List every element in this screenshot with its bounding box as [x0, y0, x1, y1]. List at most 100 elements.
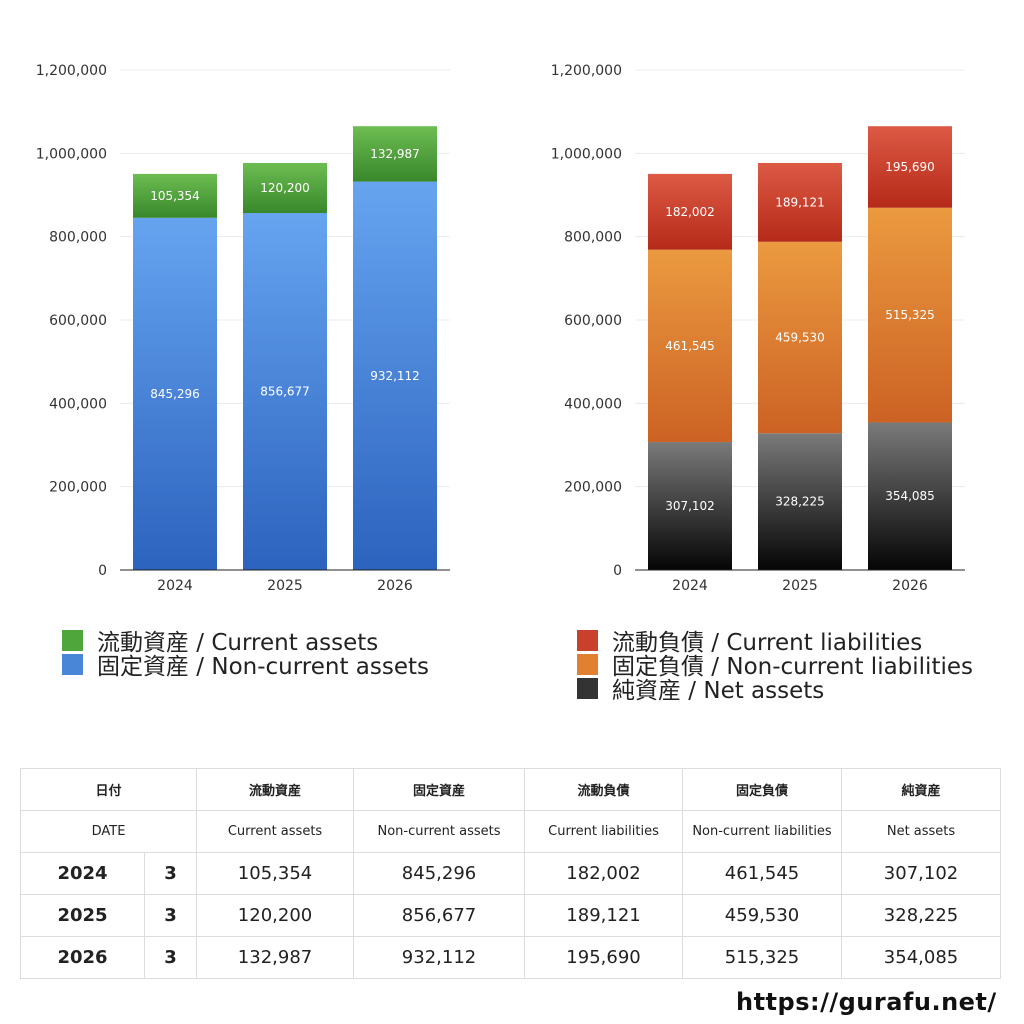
table-header-cell: Non-current assets: [353, 810, 526, 853]
table-year: 2025: [20, 894, 145, 937]
table-header-cell: Current assets: [196, 810, 355, 853]
legend-item-non-current-assets: 固定資産 / Non-current assets: [62, 652, 429, 680]
bar-value-label: 195,690: [885, 160, 935, 174]
legend-swatch: [62, 629, 83, 651]
bar-value-label: 189,121: [775, 195, 825, 209]
table-header-en: DATE Current assets Non-current assets C…: [19, 810, 1002, 853]
assets-legend: 流動資産 / Current assets 固定資産 / Non-current…: [62, 628, 429, 680]
table-year: 2024: [20, 852, 145, 895]
table-header-cell: Current liabilities: [524, 810, 684, 853]
bar-segment: [758, 241, 842, 434]
table-cell: 354,085: [841, 936, 1002, 979]
x-tick-label: 2026: [892, 578, 928, 594]
legend-item-current-liabilities: 流動負債 / Current liabilities: [577, 628, 973, 656]
table-row: 2026 3 132,987 932,112 195,690 515,325 3…: [20, 936, 1002, 979]
legend-label: 純資産 / Net assets: [612, 678, 825, 704]
bar-value-label: 132,987: [370, 147, 420, 161]
bar-segment: [648, 173, 732, 250]
assets-chart: 0 200,000 400,000 600,000 800,000 1,000,000 1,…: [0, 50, 500, 610]
bar-value-label: 856,677: [260, 385, 310, 399]
bar-segment: [868, 207, 952, 423]
table-cell: 307,102: [841, 852, 1002, 895]
y-tick-label: 200,000: [49, 480, 107, 496]
site-url: https://gurafu.net/: [736, 988, 997, 1016]
liabilities-chart: 0 200,000 400,000 600,000 800,000 1,000,000 1,…: [515, 50, 1015, 610]
bar-segment: [758, 162, 842, 242]
bar-segment: [868, 422, 952, 570]
y-tick-label: 1,200,000: [551, 63, 622, 79]
bar-segment: [243, 213, 327, 570]
bar-value-label: 515,325: [885, 308, 935, 322]
bar-segment: [133, 173, 217, 218]
bar-value-label: 845,296: [150, 387, 200, 401]
liabilities-legend: 流動負債 / Current liabilities 固定負債 / Non-cu…: [577, 628, 973, 704]
bar-segment: [868, 126, 952, 208]
data-table: 日付 流動資産 固定資産 流動負債 固定負債 純資産 DATE Current …: [19, 768, 1002, 979]
table-header-cell: 固定負債: [682, 768, 843, 811]
table-cell: 195,690: [524, 936, 684, 979]
bar-segment: [648, 249, 732, 443]
table-cell: 845,296: [353, 852, 526, 895]
bar-value-label: 120,200: [260, 181, 310, 195]
x-tick-label: 2024: [672, 578, 708, 594]
table-cell: 189,121: [524, 894, 684, 937]
bar-value-label: 182,002: [665, 205, 715, 219]
y-tick-label: 1,000,000: [36, 146, 107, 162]
table-row: 2025 3 120,200 856,677 189,121 459,530 3…: [20, 894, 1002, 937]
legend-swatch: [577, 653, 598, 675]
table-cell: 105,354: [196, 852, 355, 895]
bar-segment: [133, 217, 217, 570]
table-month: 3: [143, 894, 198, 937]
table-header-date-jp: 日付: [19, 768, 198, 811]
table-month: 3: [143, 852, 198, 895]
table-cell: 328,225: [841, 894, 1002, 937]
y-tick-label: 0: [98, 563, 107, 579]
bar-segment: [648, 442, 732, 570]
bar-segment: [353, 126, 437, 182]
legend-item-non-current-liabilities: 固定負債 / Non-current liabilities: [577, 652, 973, 680]
legend-label: 流動負債 / Current liabilities: [612, 630, 923, 656]
table-cell: 856,677: [353, 894, 526, 937]
assets-chart-svg: 0 200,000 400,000 600,000 800,000 1,000,000 1,…: [36, 63, 450, 594]
legend-label: 固定資産 / Non-current assets: [97, 654, 430, 680]
bar-value-label: 459,530: [775, 331, 825, 345]
x-tick-label: 2026: [377, 578, 413, 594]
table-header-cell: Net assets: [841, 810, 1002, 853]
table-row: 2024 3 105,354 845,296 182,002 461,545 3…: [20, 852, 1002, 895]
table-cell: 132,987: [196, 936, 355, 979]
y-tick-label: 1,200,000: [36, 63, 107, 79]
legend-item-current-assets: 流動資産 / Current assets: [62, 628, 429, 656]
table-cell: 182,002: [524, 852, 684, 895]
legend-swatch: [577, 629, 598, 651]
bar-value-label: 461,545: [665, 339, 715, 353]
y-tick-label: 600,000: [564, 313, 622, 329]
table-cell: 120,200: [196, 894, 355, 937]
table-cell: 932,112: [353, 936, 526, 979]
bar-value-label: 307,102: [665, 499, 715, 513]
table-cell: 515,325: [682, 936, 843, 979]
y-tick-label: 400,000: [564, 396, 622, 412]
legend-label: 固定負債 / Non-current liabilities: [612, 654, 973, 680]
table-header-cell: 固定資産: [353, 768, 526, 811]
bar-segment: [758, 433, 842, 570]
bar-value-label: 328,225: [775, 495, 825, 509]
legend-swatch: [577, 677, 598, 699]
table-header-date-en: DATE: [19, 810, 198, 853]
y-tick-label: 400,000: [49, 396, 107, 412]
bar-value-label: 105,354: [150, 189, 200, 203]
bar-value-label: 932,112: [370, 369, 420, 383]
bar-value-label: 354,085: [885, 489, 935, 503]
liabilities-chart-svg: 0 200,000 400,000 600,000 800,000 1,000,000 1,…: [551, 63, 965, 594]
table-cell: 459,530: [682, 894, 843, 937]
table-header-cell: 流動資産: [196, 768, 355, 811]
x-tick-label: 2025: [782, 578, 818, 594]
y-tick-label: 1,000,000: [551, 146, 622, 162]
table-month: 3: [143, 936, 198, 979]
table-header-cell: Non-current liabilities: [682, 810, 843, 853]
y-tick-label: 600,000: [49, 313, 107, 329]
table-year: 2026: [20, 936, 145, 979]
y-tick-label: 800,000: [49, 230, 107, 246]
y-tick-label: 800,000: [564, 230, 622, 246]
legend-item-net-assets: 純資産 / Net assets: [577, 676, 973, 704]
table-header-jp: 日付 流動資産 固定資産 流動負債 固定負債 純資産: [19, 768, 1002, 811]
